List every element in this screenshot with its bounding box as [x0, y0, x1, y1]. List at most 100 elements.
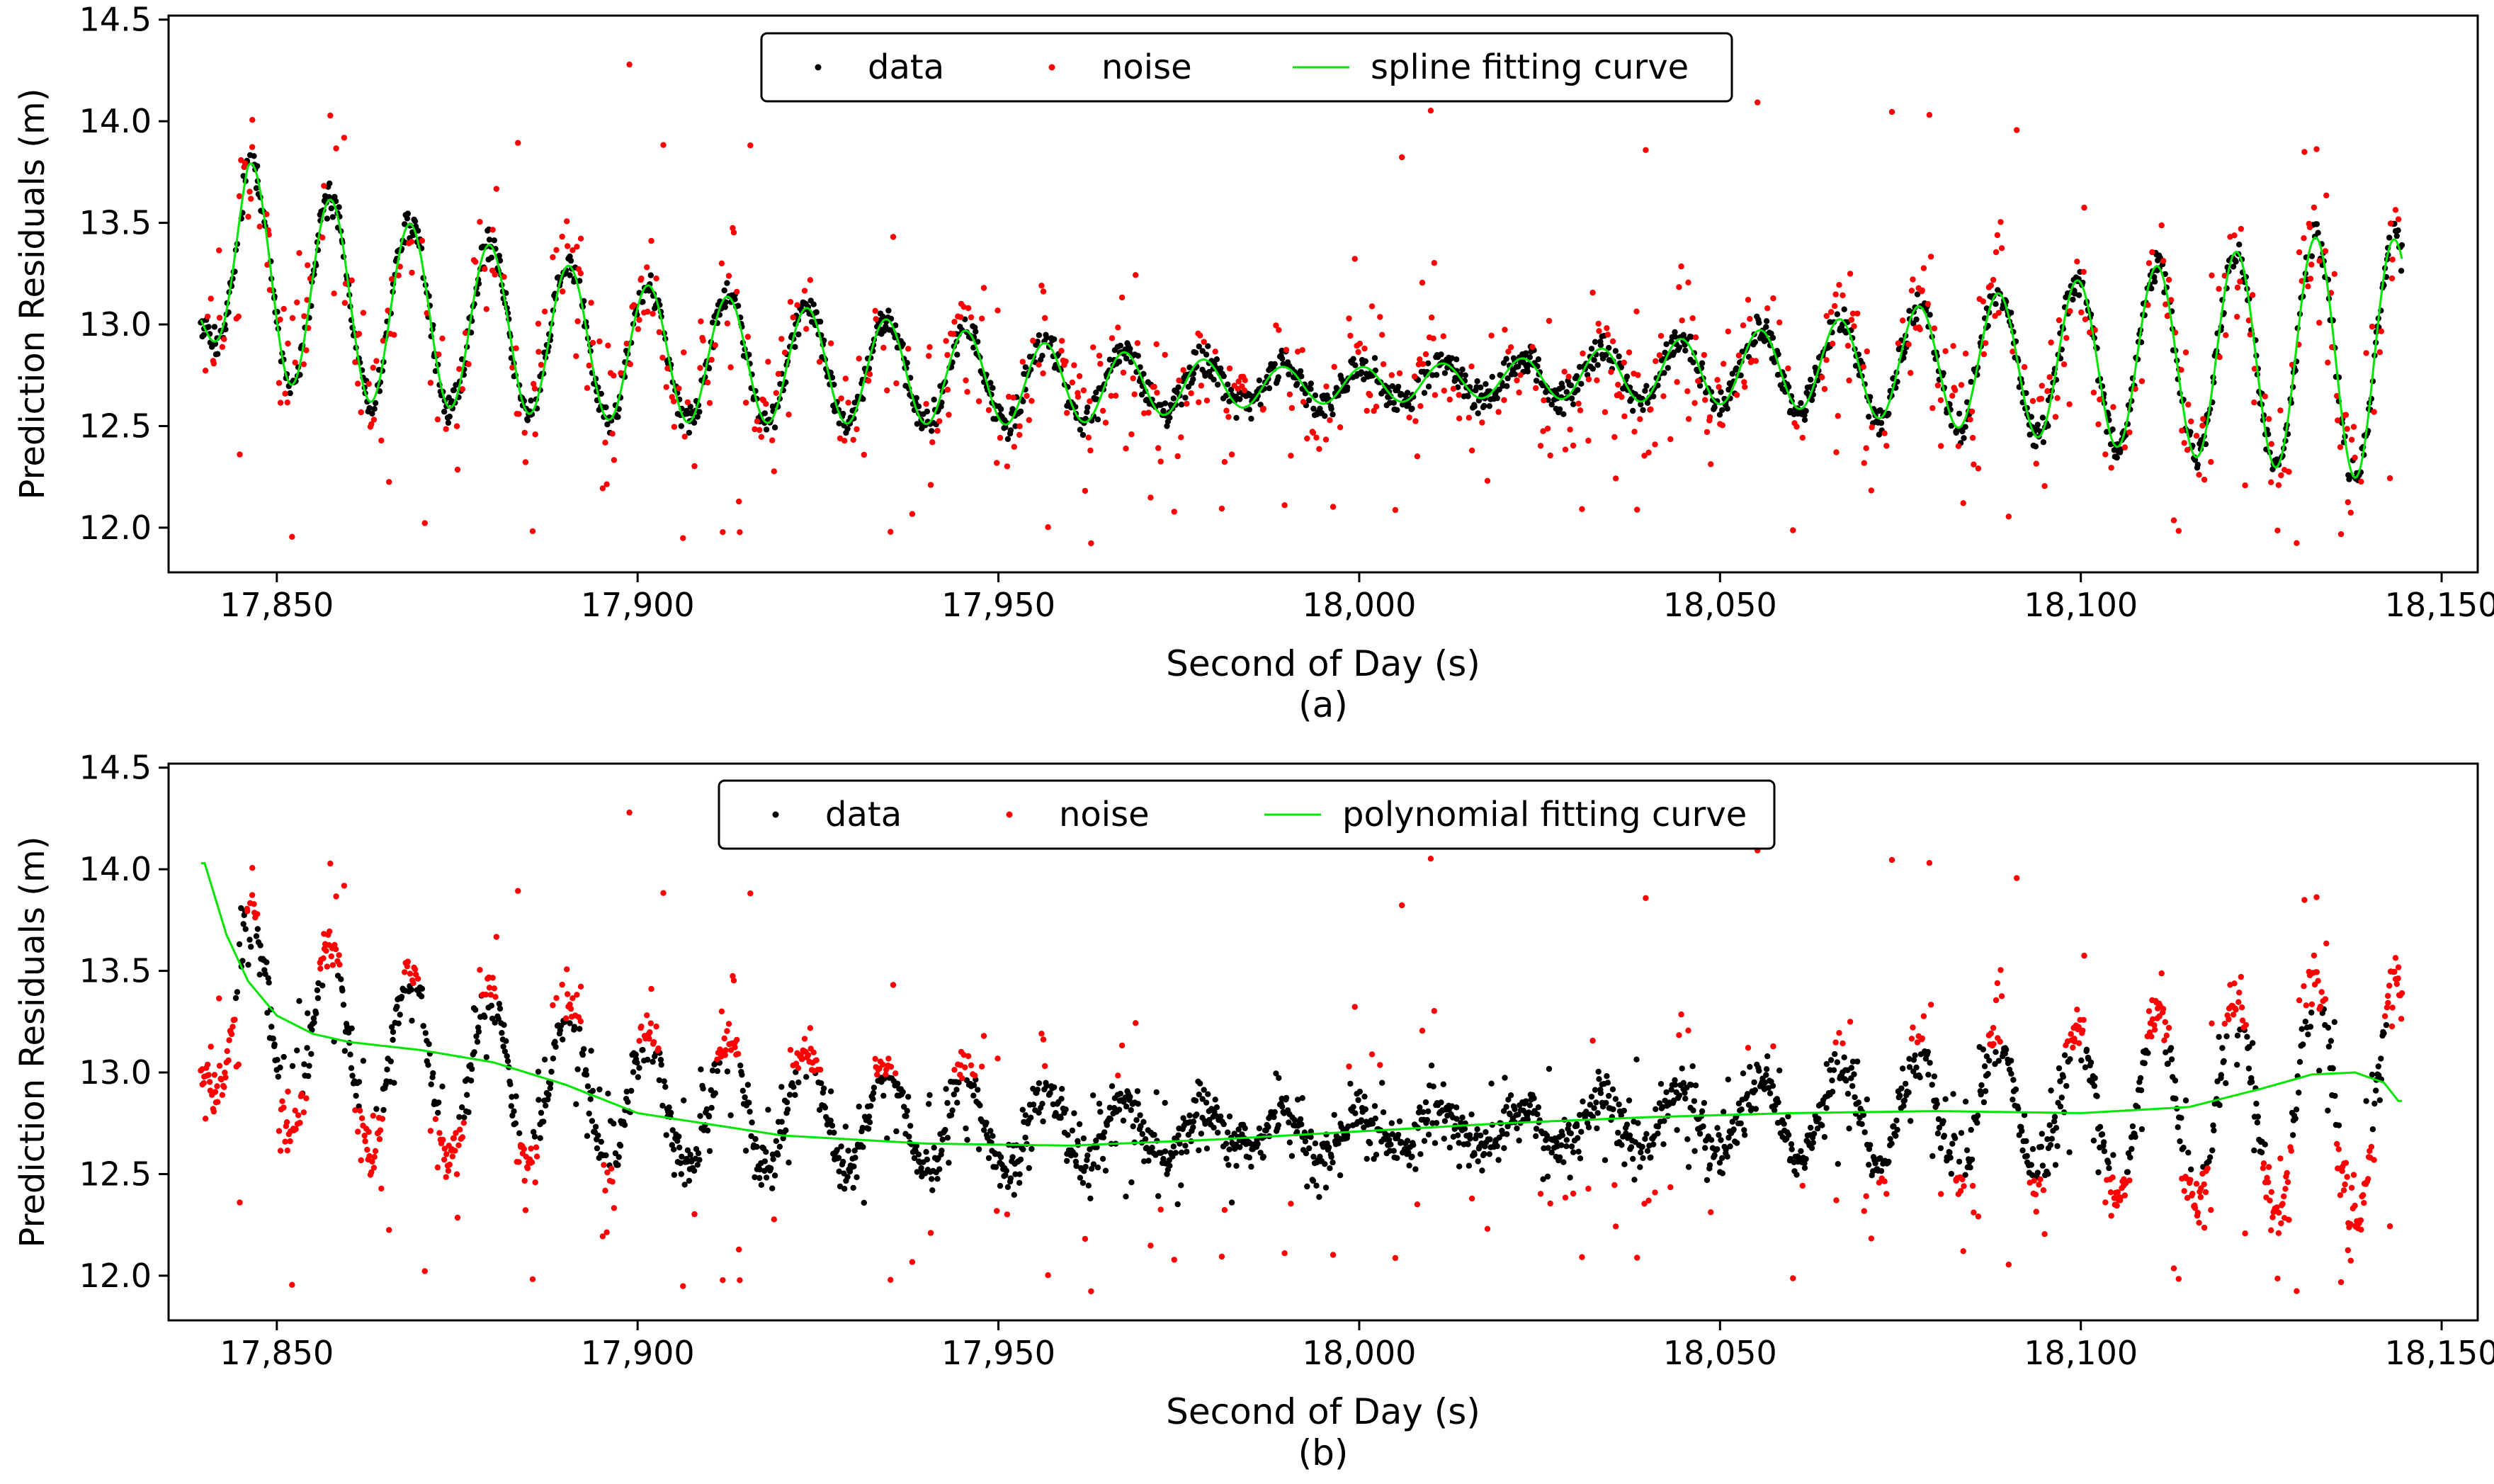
data-point	[2129, 1145, 2135, 1152]
noise-point	[559, 981, 565, 988]
data-point	[1887, 1135, 1893, 1143]
noise-point	[421, 520, 428, 526]
data-point	[301, 1061, 307, 1067]
data-point	[222, 326, 229, 333]
data-point	[1123, 355, 1130, 362]
noise-point	[1776, 319, 1783, 326]
noise-point	[446, 1161, 453, 1168]
noise-point	[1708, 1209, 1714, 1216]
data-point	[752, 1174, 758, 1181]
data-point	[2034, 421, 2041, 428]
data-point	[851, 1163, 857, 1169]
data-point	[1548, 401, 1555, 408]
data-point	[236, 941, 243, 948]
noise-point	[221, 1084, 227, 1091]
noise-point	[1993, 249, 2000, 256]
data-point	[1310, 1177, 1317, 1184]
noise-point	[656, 329, 662, 336]
data-point	[1134, 1088, 1141, 1094]
data-point	[1615, 1129, 1621, 1136]
noise-point	[1716, 384, 1722, 390]
data-point	[1682, 347, 1689, 354]
noise-point	[1861, 460, 1867, 466]
noise-point	[2275, 482, 2282, 488]
data-point	[1752, 339, 1758, 346]
data-point	[1093, 389, 1099, 396]
data-point	[2381, 1030, 2387, 1036]
noise-point	[355, 1128, 361, 1135]
data-point	[1446, 1144, 1453, 1151]
noise-point	[1115, 324, 1121, 331]
data-point	[666, 1104, 672, 1111]
noise-point	[300, 361, 307, 368]
noise-point	[721, 1035, 727, 1042]
data-point	[1602, 1157, 1609, 1164]
data-point	[584, 1133, 591, 1139]
noise-point	[289, 1281, 295, 1288]
noise-point	[329, 962, 336, 968]
data-point	[1808, 1124, 1814, 1131]
data-point	[1855, 1099, 1862, 1106]
data-point	[1785, 1113, 1791, 1120]
legend-box	[760, 32, 1733, 103]
noise-point	[2102, 451, 2109, 458]
data-point	[1993, 301, 1999, 307]
data-point	[2180, 1145, 2187, 1151]
noise-point	[2184, 447, 2191, 453]
data-point	[1660, 1141, 1667, 1148]
data-point	[1371, 1103, 1378, 1109]
noise-point	[884, 387, 890, 394]
noise-point	[531, 385, 538, 392]
noise-point	[2145, 302, 2151, 308]
data-point	[1688, 334, 1694, 340]
data-point	[749, 1119, 755, 1126]
noise-point	[533, 1144, 540, 1150]
data-point	[1310, 405, 1317, 412]
noise-point	[786, 412, 792, 418]
data-point	[254, 926, 261, 932]
legend-label: noise	[1101, 47, 1192, 87]
data-point	[1578, 1128, 1585, 1135]
data-point	[1661, 370, 1667, 376]
noise-point	[763, 401, 769, 407]
noise-point	[609, 1179, 616, 1185]
noise-point	[1147, 494, 1154, 501]
data-point	[1947, 1155, 1954, 1161]
noise-point	[1337, 424, 1344, 431]
data-point	[1174, 1201, 1181, 1208]
noise-point	[663, 384, 669, 390]
data-point	[1685, 1164, 1692, 1170]
noise-point	[1958, 382, 1965, 388]
data-point	[1643, 1131, 1650, 1138]
noise-point	[2182, 349, 2189, 356]
data-point	[681, 1097, 687, 1104]
noise-point	[453, 1171, 460, 1177]
noise-point	[2301, 235, 2307, 242]
data-point	[2057, 1103, 2064, 1110]
noise-point	[225, 1057, 232, 1064]
noise-point	[2363, 350, 2369, 356]
noise-point	[427, 380, 434, 386]
data-point	[2236, 242, 2243, 248]
data-point	[1409, 405, 1415, 412]
noise-point	[765, 358, 771, 365]
noise-point	[1937, 397, 1944, 404]
data-point	[2376, 1097, 2383, 1104]
noise-point	[204, 313, 211, 320]
data-point	[1653, 1106, 1659, 1113]
noise-point	[1419, 279, 1426, 286]
data-point	[2101, 1148, 2108, 1155]
noise-point	[2277, 407, 2284, 414]
noise-point	[1479, 419, 1485, 426]
data-point	[1661, 1118, 1667, 1124]
data-point	[686, 1177, 693, 1184]
data-point	[1405, 401, 1412, 407]
data-point	[1763, 1066, 1770, 1072]
noise-point	[609, 431, 616, 437]
data-point	[697, 1113, 703, 1119]
data-point	[681, 1182, 688, 1188]
data-point	[987, 1128, 994, 1134]
data-point	[727, 1112, 734, 1118]
data-point	[1616, 353, 1622, 360]
data-point	[1488, 1080, 1495, 1087]
